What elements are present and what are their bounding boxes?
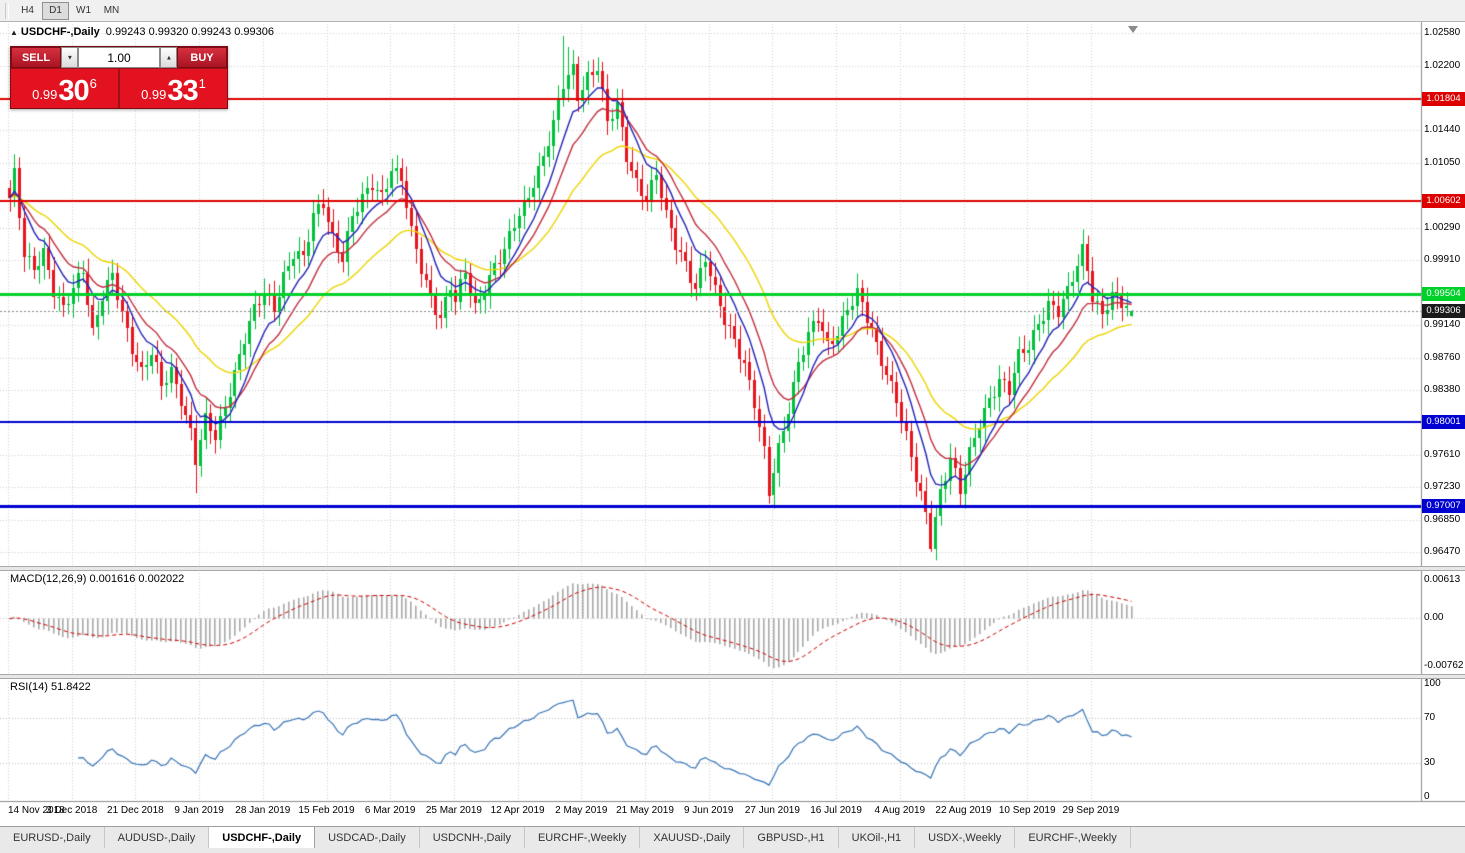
chart-tab-UKOil-H1[interactable]: UKOil-,H1 bbox=[838, 827, 916, 848]
chevron-up-icon: ▲ bbox=[165, 53, 172, 62]
chart-tab-USDCNH-Daily[interactable]: USDCNH-,Daily bbox=[419, 827, 525, 848]
price-scale-label: 1.01050 bbox=[1424, 157, 1461, 169]
sell-button[interactable]: SELL bbox=[11, 47, 61, 68]
sell-price-button[interactable]: 0.99 30 6 bbox=[11, 69, 118, 108]
price-scale-label: 1.01440 bbox=[1424, 124, 1461, 136]
date-axis-label: 28 Jan 2019 bbox=[235, 805, 291, 816]
chart-tabs: EURUSD-,Daily AUDUSD-,Daily USDCHF-,Daily U… bbox=[0, 827, 1131, 848]
rsi-panel-splitter[interactable] bbox=[0, 674, 1465, 679]
timeframe-button-D1[interactable]: D1 bbox=[42, 1, 69, 20]
buy-price-button[interactable]: 0.99 33 1 bbox=[120, 69, 227, 108]
macd-header: MACD(12,26,9) 0.001616 0.002022 bbox=[10, 573, 184, 585]
price-scale-label: 0.97610 bbox=[1424, 449, 1461, 461]
chart-symbol-title: USDCHF-,Daily bbox=[20, 26, 100, 38]
date-axis-label: 4 Aug 2019 bbox=[874, 805, 926, 816]
rsi-value: 51.8422 bbox=[50, 681, 91, 693]
date-axis-label: 9 Jun 2019 bbox=[683, 805, 734, 816]
trade-panel-controls: SELL ▼ ▲ BUY bbox=[11, 47, 227, 68]
current-price-tag: 0.99306 bbox=[1422, 304, 1465, 319]
chevron-down-icon: ▼ bbox=[66, 53, 73, 62]
chart-tab-EURCHF-Weekly[interactable]: EURCHF-,Weekly bbox=[524, 827, 641, 848]
date-axis-label: 27 Jun 2019 bbox=[744, 805, 800, 816]
date-axis-label: 15 Feb 2019 bbox=[298, 805, 355, 816]
macd-values: 0.001616 0.002022 bbox=[89, 573, 185, 585]
toolbar-grip-icon bbox=[5, 2, 9, 19]
chart-shift-icon[interactable] bbox=[1128, 26, 1138, 33]
timeframe-toolbar: H4 D1 W1 MN bbox=[0, 0, 1465, 22]
date-axis-label: 2 May 2019 bbox=[555, 805, 608, 816]
macd-name: MACD(12,26,9) bbox=[10, 573, 87, 585]
macd-scale-label: 0.00 bbox=[1424, 612, 1444, 624]
buy-price-pips: 33 bbox=[167, 75, 198, 108]
macd-scale-label: 0.00613 bbox=[1424, 573, 1461, 585]
price-scale-label: 1.00290 bbox=[1424, 221, 1461, 233]
rsi-scale-label: 70 bbox=[1424, 711, 1436, 723]
date-axis-label: 3 Dec 2018 bbox=[46, 805, 98, 816]
rsi-scale-label: 30 bbox=[1424, 757, 1436, 769]
price-scale-label: 0.96470 bbox=[1424, 545, 1461, 557]
chart-tab-USDCAD-Daily[interactable]: USDCAD-,Daily bbox=[315, 827, 420, 848]
price-scale-label: 0.99910 bbox=[1424, 253, 1461, 265]
hline-price-tag[interactable]: 0.99504 bbox=[1422, 287, 1465, 302]
rsi-scale-label: 0 bbox=[1424, 791, 1430, 802]
date-axis-label: 12 Apr 2019 bbox=[490, 805, 545, 816]
timeframe-buttons: H4 D1 W1 MN bbox=[14, 1, 126, 20]
date-axis-label: 6 Mar 2019 bbox=[364, 805, 416, 816]
volume-increase-button[interactable]: ▲ bbox=[160, 47, 177, 68]
date-axis-label: 14 Nov 2018 bbox=[8, 805, 65, 816]
date-axis-label: 25 Mar 2019 bbox=[425, 805, 482, 816]
price-scale-label: 1.02580 bbox=[1424, 27, 1461, 39]
chart-tabs-bar: EURUSD-,Daily AUDUSD-,Daily USDCHF-,Daily U… bbox=[0, 826, 1465, 853]
timeframe-button-H4[interactable]: H4 bbox=[21, 5, 34, 16]
date-axis-label: 10 Sep 2019 bbox=[998, 805, 1056, 816]
volume-dropdown-button[interactable]: ▼ bbox=[61, 47, 78, 68]
rsi-scale-label: 100 bbox=[1424, 678, 1441, 689]
chart-tab-USDX-Weekly[interactable]: USDX-,Weekly bbox=[915, 827, 1016, 848]
collapse-arrow-icon[interactable]: ▲ bbox=[10, 28, 18, 37]
sell-price-pips: 30 bbox=[58, 75, 89, 108]
sell-price-prefix: 0.99 bbox=[32, 87, 58, 102]
macd-panel-splitter[interactable] bbox=[0, 566, 1465, 571]
date-axis-label: 9 Jan 2019 bbox=[174, 805, 224, 816]
chart-tab-AUDUSD-Daily[interactable]: AUDUSD-,Daily bbox=[104, 827, 210, 848]
chart-tab-XAUUSD-Daily[interactable]: XAUUSD-,Daily bbox=[640, 827, 745, 848]
chart-tab-GBPUSD-H1[interactable]: GBPUSD-,H1 bbox=[744, 827, 839, 848]
buy-button[interactable]: BUY bbox=[177, 47, 227, 68]
timeframe-button-MN[interactable]: MN bbox=[103, 5, 120, 16]
sell-price-pipette: 6 bbox=[89, 76, 97, 91]
macd-scale-label: -0.00762 bbox=[1424, 660, 1464, 672]
chart-tab-USDCHF-Daily[interactable]: USDCHF-,Daily bbox=[209, 827, 316, 848]
volume-input[interactable] bbox=[78, 47, 160, 68]
timeframe-button-W1[interactable]: W1 bbox=[76, 5, 91, 16]
buy-price-pipette: 1 bbox=[198, 76, 206, 91]
rsi-header: RSI(14) 51.8422 bbox=[10, 681, 91, 693]
chart-tab-EURUSD-Daily[interactable]: EURUSD-,Daily bbox=[0, 827, 105, 848]
date-axis-label: 16 Jul 2019 bbox=[810, 805, 862, 816]
price-scale-label: 0.98760 bbox=[1424, 351, 1461, 363]
date-axis-label: 22 Aug 2019 bbox=[935, 805, 992, 816]
buy-price-prefix: 0.99 bbox=[141, 87, 167, 102]
hline-price-tag[interactable]: 0.97007 bbox=[1422, 499, 1465, 514]
date-axis-label: 21 May 2019 bbox=[616, 805, 674, 816]
price-scale-label: 1.02200 bbox=[1424, 59, 1461, 71]
chart-ohlc-values: 0.99243 0.99320 0.99243 0.99306 bbox=[105, 26, 274, 38]
trade-panel-prices: 0.99 30 6 0.99 33 1 bbox=[11, 68, 227, 108]
chart-tab-EURCHF-Weekly[interactable]: EURCHF-,Weekly bbox=[1015, 827, 1131, 848]
hline-price-tag[interactable]: 1.00602 bbox=[1422, 194, 1465, 209]
date-axis-label: 21 Dec 2018 bbox=[107, 805, 164, 816]
price-scale-label: 0.98380 bbox=[1424, 383, 1461, 395]
hline-price-tag[interactable]: 1.01804 bbox=[1422, 92, 1465, 107]
date-axis-label: 29 Sep 2019 bbox=[1062, 805, 1120, 816]
price-scale-label: 0.97230 bbox=[1424, 481, 1461, 493]
rsi-name: RSI(14) bbox=[10, 681, 48, 693]
price-scale-label: 0.96850 bbox=[1424, 513, 1461, 525]
price-scale-label: 0.99140 bbox=[1424, 319, 1461, 331]
hline-price-tag[interactable]: 0.98001 bbox=[1422, 414, 1465, 429]
chart-ohlc-header: ▲ USDCHF-,Daily 0.99243 0.99320 0.99243 0.… bbox=[10, 26, 274, 38]
